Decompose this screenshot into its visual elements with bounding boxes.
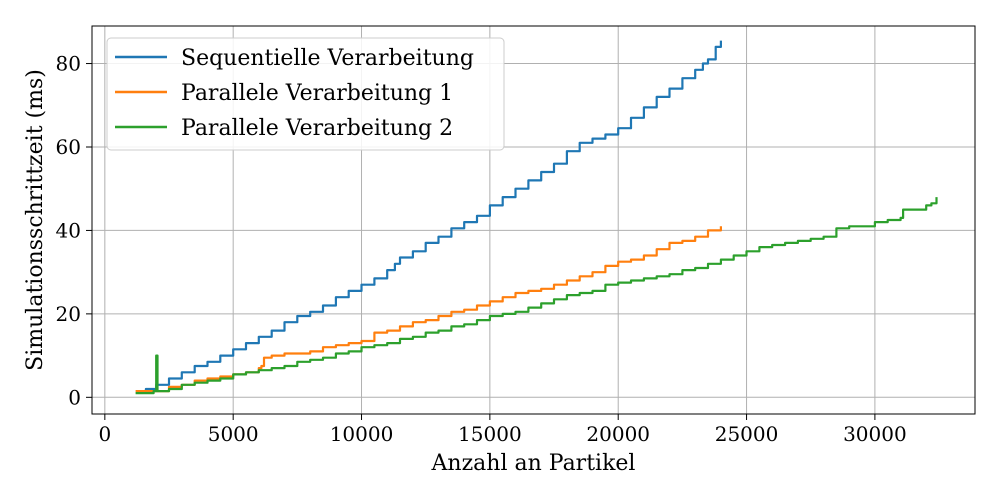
legend-entry: Parallele Verarbeitung 2: [181, 116, 453, 141]
x-tick-label: 20000: [586, 422, 650, 446]
series-line-1: [138, 40, 722, 393]
x-tick-label: 0: [98, 422, 111, 446]
y-tick-label: 80: [56, 52, 81, 76]
x-tick-label: 25000: [715, 422, 779, 446]
y-tick-label: 60: [56, 135, 81, 159]
series-layer: [135, 40, 938, 395]
plot-frame: [91, 25, 976, 415]
legend-entry: Parallele Verarbeitung 1: [181, 81, 453, 106]
series-line-3: [135, 197, 938, 395]
x-tick-label: 15000: [458, 422, 522, 446]
y-tick-label: 0: [68, 385, 81, 409]
legend: Sequentielle Verarbeitung Parallele Verar…: [106, 37, 505, 151]
ticks: 0 5000 10000 15000 20000 25000 30000 0 20 40 60 80: [56, 52, 907, 446]
x-tick-label: 10000: [330, 422, 394, 446]
legend-box: [106, 37, 505, 151]
x-tick-label: 5000: [208, 422, 259, 446]
legend-entry: Sequentielle Verarbeitung: [181, 46, 474, 71]
y-axis-label: Simulationsschrittzeit (ms): [23, 69, 48, 371]
x-axis-label: Anzahl an Partikel: [431, 451, 636, 476]
y-tick-label: 40: [56, 218, 81, 242]
x-tick-label: 30000: [843, 422, 907, 446]
y-tick-label: 20: [56, 302, 81, 326]
